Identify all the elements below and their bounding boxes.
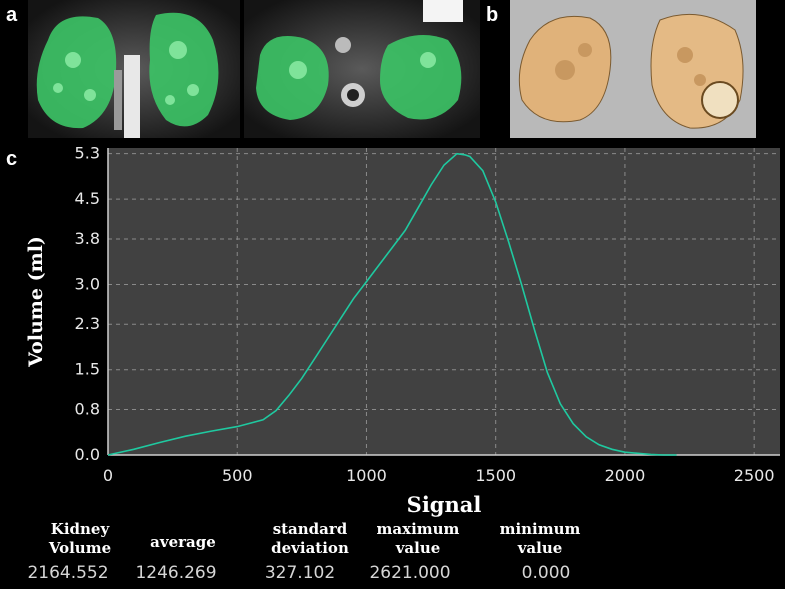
x-tick-label: 2500 [734,466,775,485]
x-tick-label: 2000 [605,466,646,485]
y-tick-label: 3.8 [75,229,100,248]
stat-header-line: standard [272,520,348,538]
panel-label-c: c [6,148,18,170]
stat-header: standard deviation [250,520,370,558]
plot-background [108,148,780,455]
stat-header: maximum value [358,520,478,558]
stat-value: 2164.552 [27,563,109,583]
panel-label-b: b [486,4,499,26]
stat-header: Kidney Volume [20,520,140,558]
y-axis-title: Volume (ml) [25,236,47,368]
chart-svg: 0.0 0.8 1.5 2.3 3.0 3.8 4.5 5.3 0 500 1000 1500 2000… [25,145,780,517]
y-tick-label: 5.3 [75,145,100,163]
x-tick-label: 500 [222,466,253,485]
y-tick-label: 0.8 [75,400,100,419]
stat-value: 1246.269 [135,563,217,583]
stat-value: 327.102 [264,563,336,583]
y-tick-label: 2.3 [75,314,100,333]
x-tick-label: 1000 [346,466,387,485]
stat-header-line: minimum [499,520,581,538]
kidney-3d-rendering [510,0,756,138]
x-axis-title: Signal [407,492,482,517]
x-tick-label: 0 [103,466,113,485]
stat-header: minimum value [480,520,600,558]
stat-header-line: average [150,533,216,551]
y-tick-label: 1.5 [75,360,100,379]
stat-header-line: value [517,539,563,557]
series-line [107,152,677,456]
y-tick-label: 4.5 [75,189,100,208]
stat-value: 0.000 [521,563,571,583]
mri-segmentation-image [28,0,480,138]
stat-header-line: value [395,539,441,557]
histogram-chart: 0.0 0.8 1.5 2.3 3.0 3.8 4.5 5.3 0 500 1000 1500 2000… [0,145,785,589]
x-tick-label: 1500 [475,466,516,485]
stat-header-line: Volume [48,539,112,557]
panel-label-a: a [6,4,18,26]
stat-header-line: deviation [271,539,349,557]
y-tick-label: 0.0 [75,445,100,464]
stat-header: average [123,533,243,552]
stat-header-line: Kidney [50,520,110,538]
y-tick-label: 3.0 [75,274,100,293]
stat-value: 2621.000 [369,563,451,583]
stat-header-line: maximum [376,520,460,538]
